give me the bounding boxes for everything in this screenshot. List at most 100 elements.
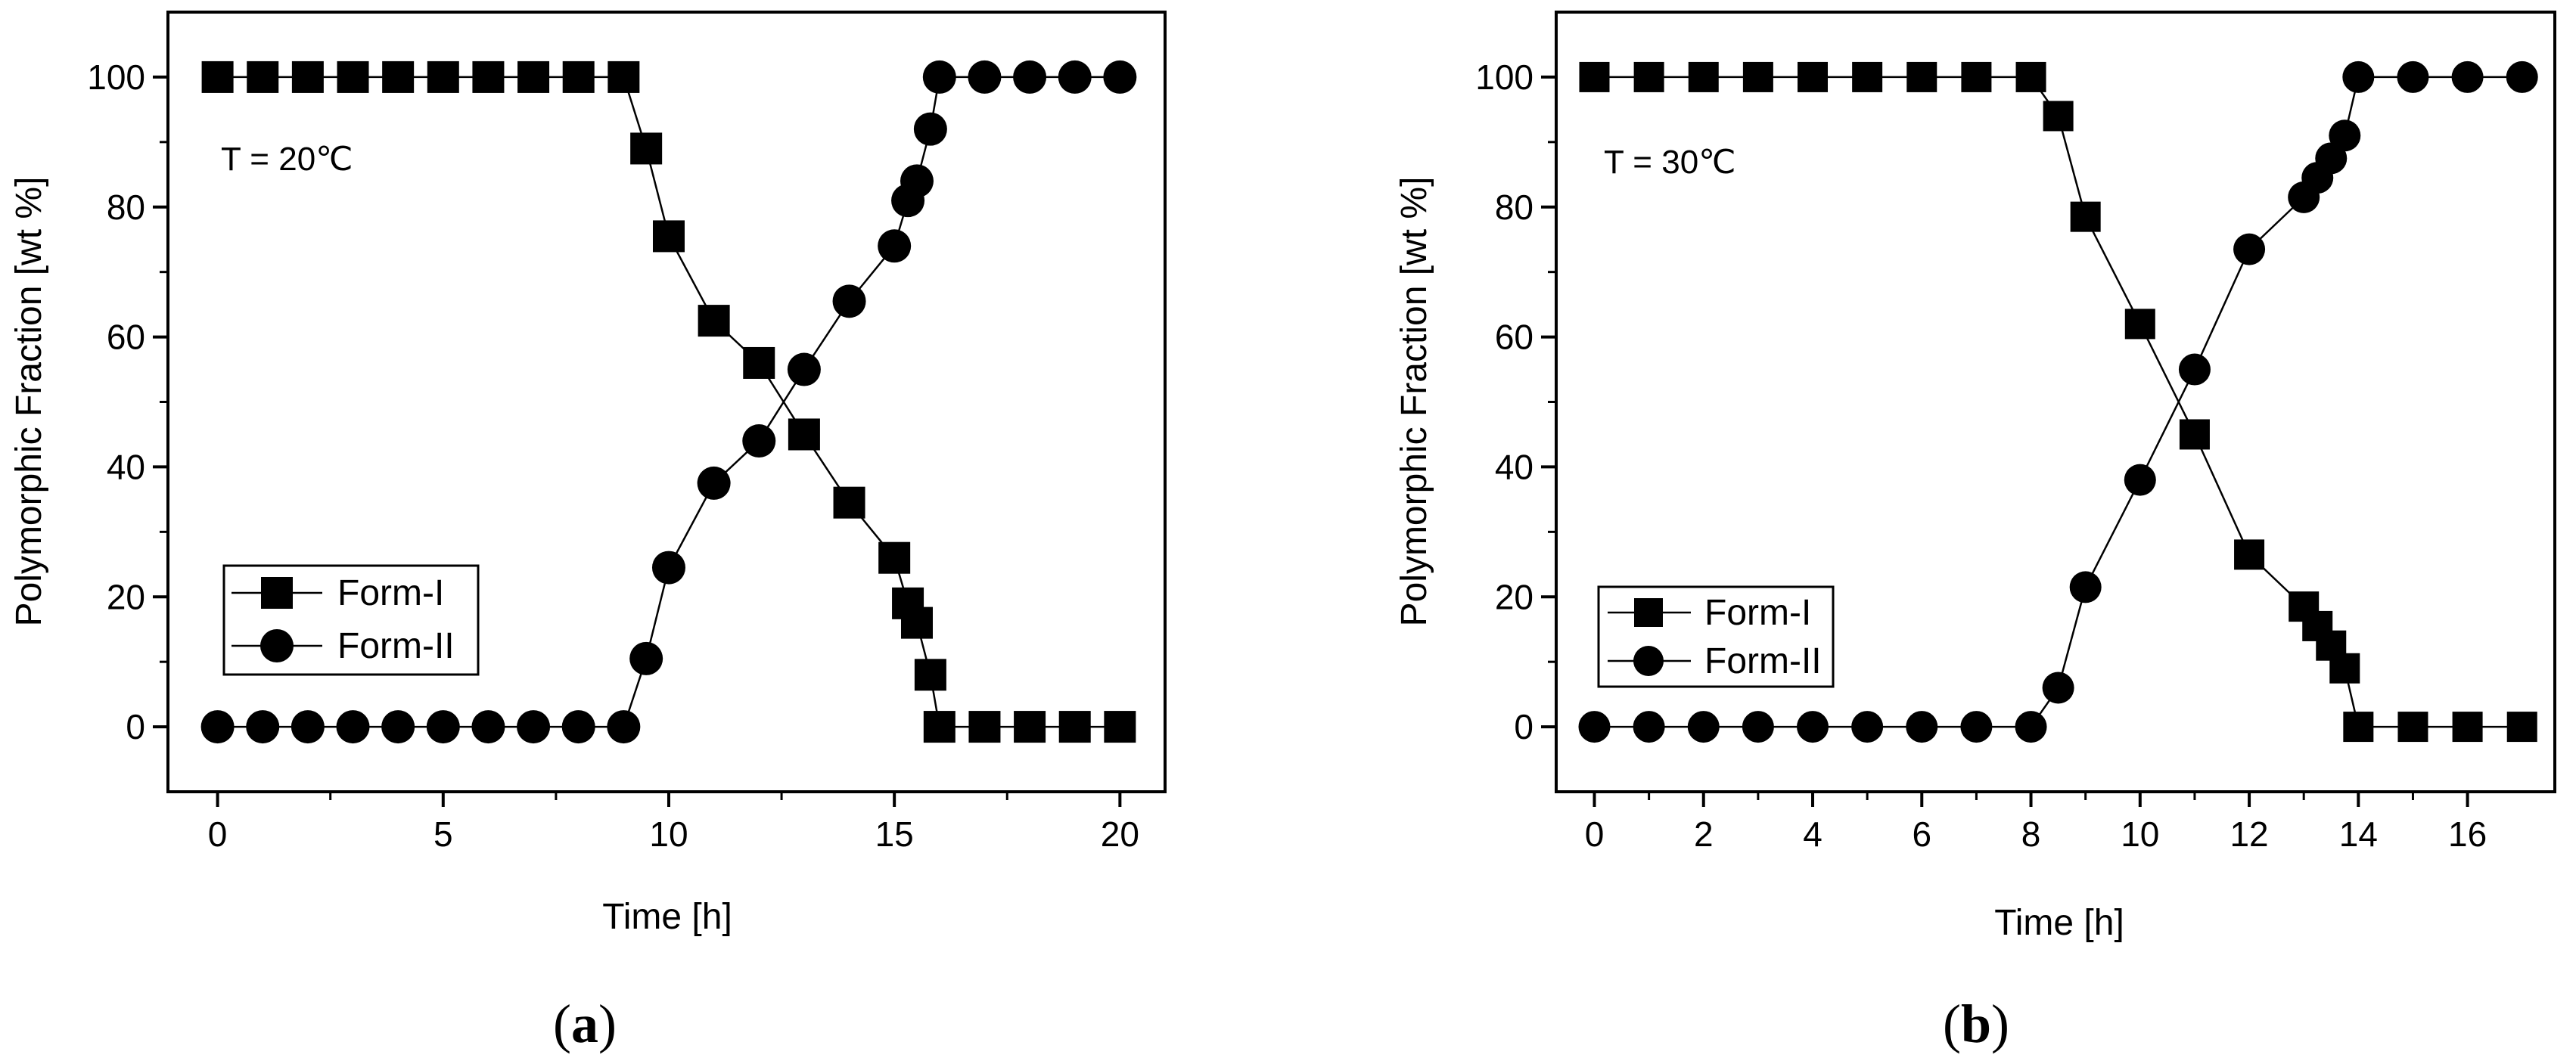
series-lines xyxy=(1594,76,2522,728)
data-point-form-i xyxy=(968,711,1001,743)
legend: Form-I Form-II xyxy=(222,564,480,676)
y-tick-label: 40 xyxy=(107,447,145,486)
axes-ticks: 0 2 4 6 8 10 12 14 16 0 20 40 60 80 100 xyxy=(1475,57,2487,854)
data-point-form-ii xyxy=(246,710,280,744)
data-point-form-ii xyxy=(200,710,235,744)
data-point-form-ii xyxy=(291,710,325,744)
data-point-form-ii xyxy=(1687,711,1720,743)
x-tick-label: 12 xyxy=(2230,814,2268,854)
data-point-form-i xyxy=(698,305,730,337)
data-point-form-ii xyxy=(922,60,956,94)
legend-label-form-i: Form-I xyxy=(337,573,444,613)
y-tick-label: 100 xyxy=(1475,57,1533,97)
y-axis-title: Polymorphic Fraction [wt %] xyxy=(9,177,49,627)
x-tick-label: 20 xyxy=(1101,814,1139,854)
data-point-form-ii xyxy=(607,710,641,744)
data-point-form-ii xyxy=(2069,571,2102,603)
data-point-form-ii xyxy=(2015,711,2047,743)
legend-marker-form-ii xyxy=(260,629,294,662)
chart-panel-a: 0 5 10 15 20 0 20 40 60 80 100 T = 20℃ Time [h] Po… xyxy=(9,11,1167,1054)
data-point-form-ii xyxy=(2178,353,2211,386)
data-point-form-i xyxy=(914,659,946,691)
axes-ticks: 0 5 10 15 20 0 20 40 60 80 100 xyxy=(87,57,1139,854)
x-tick-label: 10 xyxy=(2121,814,2159,854)
data-point-form-i xyxy=(2452,712,2483,743)
x-tick-label: 15 xyxy=(875,814,914,854)
data-point-form-i xyxy=(2179,419,2210,450)
legend-marker-form-i xyxy=(1634,598,1663,627)
x-tick-label: 16 xyxy=(2448,814,2487,854)
x-tick-label: 8 xyxy=(2021,814,2041,854)
data-point-form-ii xyxy=(832,284,866,318)
data-point-form-i xyxy=(337,60,369,93)
data-point-form-i xyxy=(2329,653,2360,684)
y-tick-label: 100 xyxy=(87,57,145,97)
data-point-form-i xyxy=(1742,61,1773,92)
y-tick-label: 20 xyxy=(107,577,145,616)
x-tick-label: 0 xyxy=(208,814,228,854)
x-tick-label: 6 xyxy=(1912,814,1931,854)
data-point-form-ii xyxy=(2506,60,2538,93)
temperature-annotation: T = 20℃ xyxy=(221,141,353,178)
legend-marker-form-i xyxy=(261,577,293,609)
panel-label-open-paren: ( xyxy=(553,994,571,1054)
data-point-form-ii xyxy=(381,710,415,744)
data-point-form-i xyxy=(201,60,234,93)
data-point-form-ii xyxy=(471,710,505,744)
data-point-form-ii xyxy=(1742,711,1774,743)
data-point-form-i xyxy=(1688,61,1719,92)
data-point-form-ii xyxy=(1797,711,1829,743)
panel-label: (a) xyxy=(553,994,617,1054)
data-point-form-ii xyxy=(2042,672,2074,704)
data-point-form-i xyxy=(1104,711,1136,743)
data-point-form-ii xyxy=(629,641,663,675)
data-point-form-ii xyxy=(426,710,460,744)
x-tick-label: 5 xyxy=(433,814,453,854)
data-point-form-ii xyxy=(1578,711,1611,743)
data-point-form-ii xyxy=(2233,233,2266,265)
data-point-form-i xyxy=(2124,309,2155,340)
data-point-form-ii xyxy=(2124,464,2156,496)
data-point-form-ii xyxy=(878,229,912,263)
x-tick-label: 4 xyxy=(1803,814,1822,854)
data-point-form-i xyxy=(427,60,459,93)
data-point-form-ii xyxy=(1058,60,1092,94)
data-point-form-i xyxy=(878,541,911,574)
data-point-form-i xyxy=(2234,539,2265,570)
x-axis-title: Time [h] xyxy=(1994,903,2124,943)
data-point-form-i xyxy=(923,711,956,743)
data-point-form-ii xyxy=(2329,119,2361,152)
data-point-form-ii xyxy=(2451,60,2484,93)
data-point-form-i xyxy=(382,60,415,93)
data-point-form-i xyxy=(2506,712,2537,743)
y-tick-label: 80 xyxy=(1495,188,1533,227)
legend-label-form-ii: Form-II xyxy=(1704,641,1822,681)
data-point-form-i xyxy=(1798,61,1829,92)
x-tick-label: 0 xyxy=(1585,814,1605,854)
x-tick-label: 14 xyxy=(2339,814,2378,854)
y-tick-label: 40 xyxy=(1495,447,1533,486)
panel-label-letter: b xyxy=(1961,994,1991,1054)
data-point-form-i xyxy=(1014,711,1046,743)
legend-label-form-i: Form-I xyxy=(1704,593,1811,633)
data-point-form-ii xyxy=(900,164,934,198)
data-point-form-ii xyxy=(1906,711,1938,743)
data-point-form-i xyxy=(900,606,933,639)
legend-marker-form-ii xyxy=(1633,646,1664,676)
chart-panel-b: 0 2 4 6 8 10 12 14 16 0 20 40 60 80 100 T = 30℃ Time [… xyxy=(1394,11,2556,1054)
legend: Form-I Form-II xyxy=(1597,585,1835,688)
data-point-form-ii xyxy=(697,466,731,500)
x-tick-label: 10 xyxy=(649,814,688,854)
data-point-form-i xyxy=(1906,61,1937,92)
data-point-form-i xyxy=(562,60,595,93)
series-line-form-ii xyxy=(1594,76,2522,728)
data-point-form-i xyxy=(607,60,640,93)
data-point-form-ii xyxy=(1633,711,1665,743)
data-point-form-ii xyxy=(651,551,685,585)
data-point-form-i xyxy=(2043,101,2074,132)
y-tick-label: 80 xyxy=(107,188,145,227)
legend-label-form-ii: Form-II xyxy=(337,626,455,666)
data-point-form-i xyxy=(517,60,550,93)
data-point-form-i xyxy=(743,346,775,379)
data-point-form-ii xyxy=(1851,711,1884,743)
